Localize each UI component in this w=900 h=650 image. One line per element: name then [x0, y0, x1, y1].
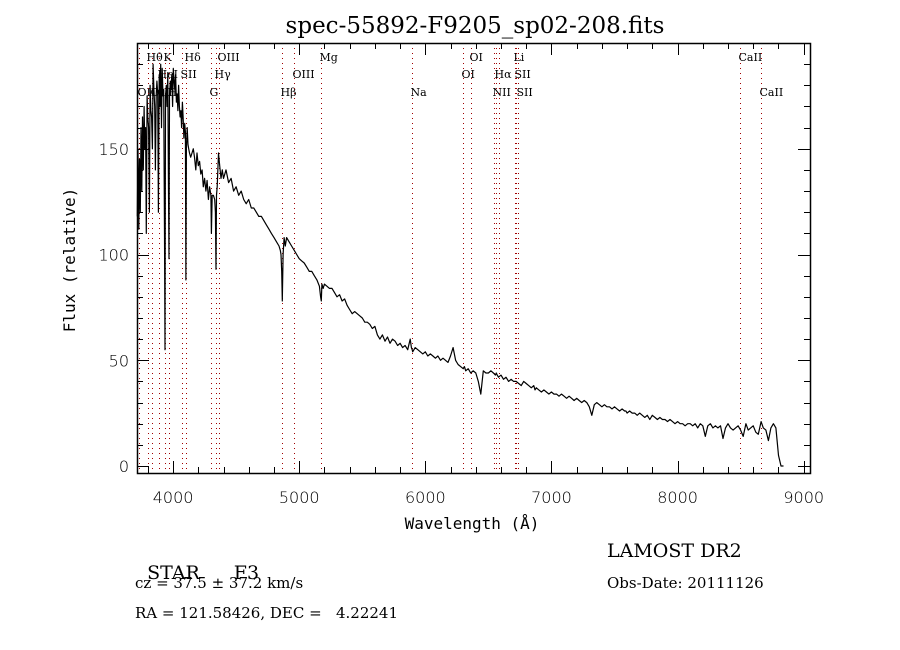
- line-marker-label-G: G: [210, 86, 219, 99]
- line-marker-label-Hbeta: Hβ: [281, 86, 297, 99]
- line-marker-label-Mg: Mg: [320, 51, 338, 64]
- obs-date-text: Obs-Date: 20111126: [607, 574, 764, 592]
- y-tick-label: 150: [98, 140, 129, 159]
- y-tick-label: 100: [98, 246, 129, 265]
- x-tick-label: 4000: [153, 488, 194, 507]
- chart-title: spec-55892-F9205_sp02-208.fits: [286, 13, 665, 39]
- line-marker-layer: OIIHθOIIIHeIKHSIIHδGHγOIIIHβOIIIMgNaOIOI…: [138, 43, 784, 473]
- x-tick-label: 6000: [405, 488, 446, 507]
- y-tick-label: 0: [119, 457, 129, 476]
- line-marker-label-OI-b: OI: [470, 51, 483, 64]
- line-marker-label-Hdelta: Hδ: [185, 51, 202, 64]
- survey-name: LAMOST DR2: [607, 540, 742, 562]
- x-tick-label: 7000: [531, 488, 572, 507]
- line-marker-label-SII-a: SII: [181, 68, 197, 81]
- x-axis-label: Wavelength (Å): [405, 514, 540, 533]
- line-marker-label-OIII-c: OIII: [293, 68, 315, 81]
- line-marker-label-SII-c: SII: [517, 86, 533, 99]
- plot-frame: [136, 42, 812, 475]
- x-tick-label: 9000: [783, 488, 824, 507]
- object-class-text: STAR: [147, 562, 200, 584]
- x-tick-label: 8000: [657, 488, 698, 507]
- line-marker-label-OIII-b: OIII: [218, 51, 240, 64]
- x-tick-label: 5000: [279, 488, 320, 507]
- subclass-text: F3: [233, 562, 260, 584]
- series-layer: [136, 63, 784, 467]
- line-marker-label-CaII-a: CaII: [739, 51, 763, 64]
- y-tick-label: 50: [109, 351, 129, 370]
- line-marker-label-SII-b: SII: [515, 68, 531, 81]
- line-marker-label-He: Hθ: [147, 51, 164, 64]
- y-axis-label: Flux (relative): [60, 188, 79, 333]
- coordinates-text: RA = 121.58426, DEC = 4.22241: [135, 604, 399, 622]
- redshift-text: cz = 37.5 ± 37.2 km/s: [135, 574, 304, 592]
- line-marker-label-K: K: [164, 51, 173, 64]
- axes-layer: 4000 5000 6000 7000 8000 9000 0 50 100 150: [98, 42, 824, 507]
- line-marker-label-OI-a: OI: [462, 68, 475, 81]
- spectrum-line: [136, 63, 784, 467]
- line-marker-label-Li: Li: [514, 51, 525, 64]
- object-class: STAR F3: [135, 540, 259, 584]
- line-marker-label-Hgamma: Hγ: [215, 68, 232, 81]
- line-marker-label-NII-a: NII: [493, 86, 511, 99]
- line-marker-label-Na: Na: [411, 86, 428, 99]
- line-marker-label-Halpha: Hα: [495, 68, 513, 81]
- line-marker-label-CaII-b: CaII: [760, 86, 784, 99]
